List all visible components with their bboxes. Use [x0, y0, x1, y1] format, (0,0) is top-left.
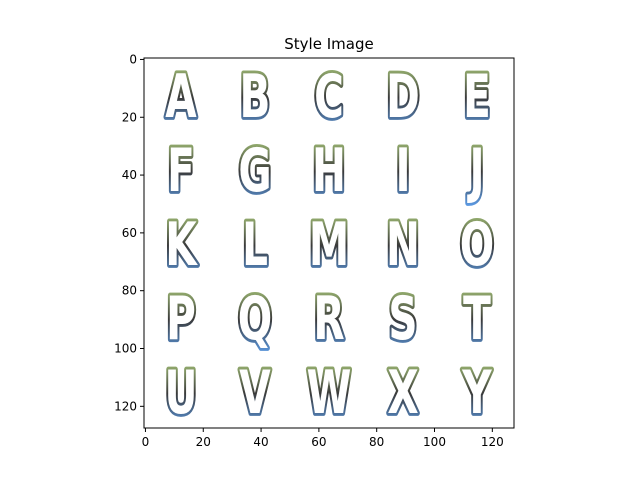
glyph-d: D — [386, 63, 420, 132]
glyph-q: Q — [238, 285, 272, 354]
glyph-x: X — [387, 359, 418, 428]
x-tick-label: 0 — [142, 435, 150, 449]
glyph-w: W — [307, 359, 352, 428]
glyph-r: R — [313, 285, 344, 354]
x-axis: 0 20 40 60 80 100 120 — [142, 428, 504, 449]
x-tick-label: 120 — [481, 435, 504, 449]
x-tick-label: 100 — [423, 435, 446, 449]
glyph-s: S — [388, 285, 417, 354]
y-tick-label: 40 — [122, 168, 137, 182]
glyph-i: I — [395, 137, 410, 206]
glyph-a: A — [165, 63, 197, 132]
y-tick-label: 0 — [129, 52, 137, 66]
y-axis: 0 20 40 60 80 100 120 — [114, 52, 144, 413]
glyph-y: Y — [462, 359, 493, 428]
chart-title: Style Image — [284, 35, 373, 53]
x-tick-label: 20 — [196, 435, 211, 449]
image-area: A B C D E F G H I J K L M N O P Q R S T U V W X Y — [144, 58, 514, 428]
glyph-t: T — [463, 285, 491, 354]
glyph-k: K — [165, 211, 198, 280]
glyph-c: C — [314, 63, 344, 132]
x-tick-label: 60 — [311, 435, 326, 449]
glyph-m: M — [309, 211, 349, 280]
y-tick-label: 100 — [114, 342, 137, 356]
glyph-grid: A B C D E F G H I J K L M N O P Q R S T U V W X Y — [162, 61, 496, 428]
glyph-u: U — [165, 359, 198, 428]
y-tick-label: 80 — [122, 284, 137, 298]
glyph-p: P — [166, 285, 196, 354]
glyph-n: N — [386, 211, 420, 280]
y-tick-label: 20 — [122, 110, 137, 124]
glyph-g: G — [238, 137, 271, 206]
glyph-b: B — [240, 63, 271, 132]
image-background — [144, 58, 514, 428]
axes-frame — [143, 57, 515, 429]
x-tick-label: 80 — [369, 435, 384, 449]
glyph-f: F — [167, 137, 195, 206]
glyph-h: H — [312, 137, 346, 206]
glyph-v: V — [239, 359, 271, 428]
x-tick-label: 40 — [253, 435, 268, 449]
y-tick-label: 60 — [122, 226, 137, 240]
glyph-e: E — [463, 63, 491, 132]
glyph-j: J — [467, 137, 484, 206]
glyph-o: O — [460, 211, 494, 280]
glyph-l: L — [242, 211, 268, 280]
y-tick-label: 120 — [114, 399, 137, 413]
